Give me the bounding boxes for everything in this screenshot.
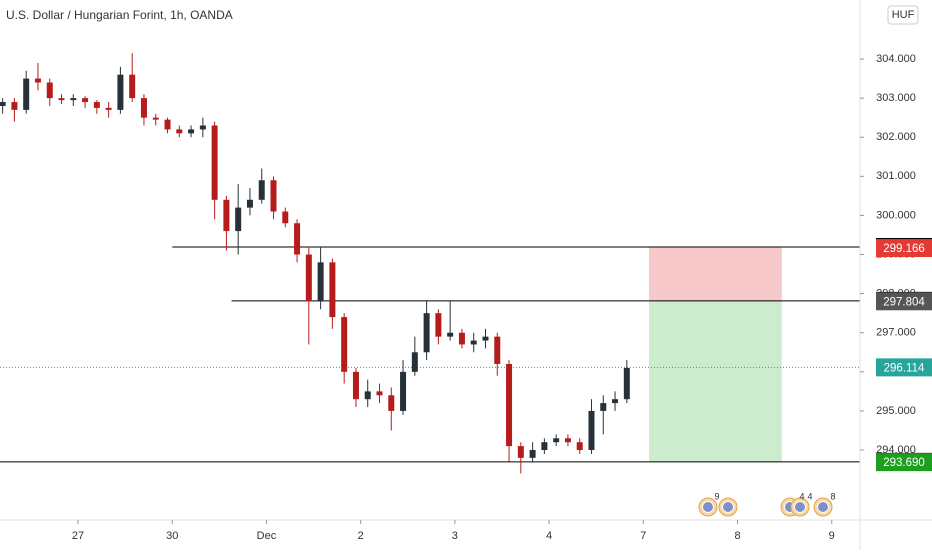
y-tick-label: 300.000 (876, 209, 916, 221)
currency-badge-bg (887, 5, 919, 25)
candle-body (352, 371, 359, 400)
candle-body (470, 340, 477, 345)
candle-body (164, 119, 171, 130)
price-label-bg (876, 358, 932, 377)
candle-body (129, 74, 136, 99)
candle-body (0, 102, 6, 106)
candle-body (258, 180, 265, 200)
candle-body (494, 336, 501, 364)
candle-body (623, 367, 630, 400)
candle-body (93, 102, 100, 108)
price-label: 297.804 (883, 296, 925, 308)
x-tick-label: 8 (734, 530, 740, 542)
candle-body (176, 129, 183, 134)
price-label: 293.690 (883, 457, 925, 469)
y-tick-label: 297.000 (876, 327, 916, 339)
event-count: 8 (830, 491, 835, 501)
candle-body (376, 391, 383, 396)
event-count: 4 (799, 491, 804, 501)
candle-body (235, 207, 242, 232)
candle-body (117, 74, 124, 110)
candle-body (46, 82, 53, 99)
price-label: 299.166 (883, 243, 925, 255)
event-count: 4 (807, 491, 812, 501)
price-label-bg (876, 292, 932, 311)
candle-body (364, 391, 371, 400)
y-tick-label: 302.000 (876, 131, 916, 143)
y-tick-label: 301.000 (876, 170, 916, 182)
x-tick-label: 27 (72, 530, 84, 542)
candle-body (140, 98, 147, 118)
chart-title: U.S. Dollar / Hungarian Forint, 1h, OAND… (6, 8, 233, 22)
candle-body (82, 98, 89, 103)
x-tick-label: 2 (358, 530, 364, 542)
candle-body (282, 211, 289, 224)
candle-body (270, 180, 277, 212)
candle-body (152, 117, 159, 120)
candle-body (600, 403, 607, 411)
y-tick-label: 295.000 (876, 405, 916, 417)
event-icon-inner (722, 501, 734, 513)
candle-body (411, 352, 418, 372)
y-tick-label: 304.000 (876, 53, 916, 65)
x-tick-label: 7 (640, 530, 646, 542)
candle-body (435, 313, 442, 337)
candle-body (317, 262, 324, 302)
candle-body (564, 438, 571, 443)
price-label-bg (876, 239, 932, 258)
candle-body (553, 438, 560, 443)
candle-body (105, 107, 112, 110)
candle-body (576, 442, 583, 451)
candle-body (529, 450, 536, 458)
candle-body (23, 78, 30, 110)
candle-body (34, 78, 41, 83)
event-icon-inner (794, 501, 806, 513)
x-tick-label: 30 (166, 530, 178, 542)
candle-body (294, 223, 301, 255)
candle-body (423, 313, 430, 353)
candle-body (329, 262, 336, 318)
x-tick-label: Dec (257, 530, 277, 542)
price-label-bg (876, 453, 932, 472)
currency-badge: HUF (892, 9, 915, 21)
candle-body (388, 395, 395, 411)
candle-body (211, 125, 218, 200)
x-tick-label: 9 (829, 530, 835, 542)
candle-body (612, 399, 619, 404)
candle-body (588, 410, 595, 451)
candle-body (506, 364, 513, 447)
candle-body (341, 317, 348, 372)
candle-body (199, 125, 206, 130)
event-icon-inner (702, 501, 714, 513)
target-zone (648, 300, 782, 462)
x-tick-label: 3 (452, 530, 458, 542)
candle-body (58, 98, 65, 101)
candle-body (70, 98, 77, 101)
candle-body (223, 199, 230, 232)
candle-body (11, 102, 18, 110)
price-label: 296.114 (884, 362, 925, 374)
candle-body (447, 332, 454, 337)
candle-body (188, 129, 195, 134)
candle-body (246, 199, 253, 208)
stop-zone (648, 247, 782, 301)
candle-body (517, 446, 524, 458)
candle-body (400, 371, 407, 411)
event-count: 9 (714, 491, 719, 501)
candle-body (305, 254, 312, 302)
candle-body (458, 332, 465, 345)
candle-body (482, 336, 489, 341)
event-icon-inner (817, 501, 829, 513)
candle-body (541, 442, 548, 451)
y-tick-label: 303.000 (876, 92, 916, 104)
x-tick-label: 4 (546, 530, 552, 542)
